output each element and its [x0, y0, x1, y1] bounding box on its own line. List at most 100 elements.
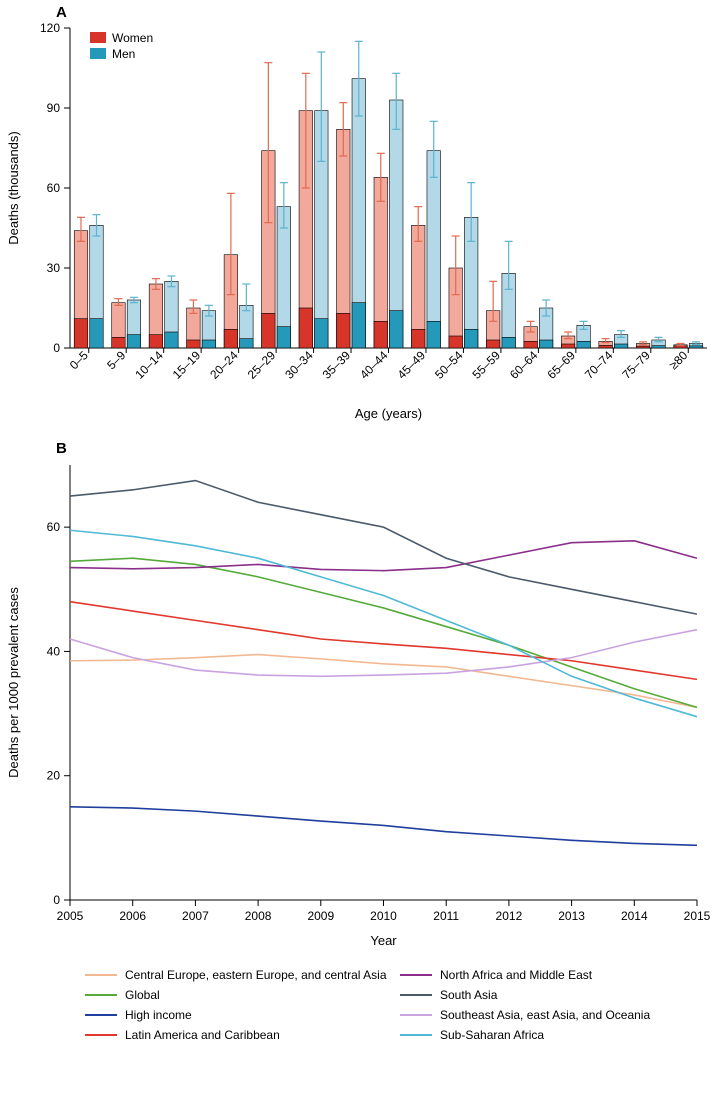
- panel-b-legend-svg: Central Europe, eastern Europe, and cent…: [0, 960, 717, 1090]
- bar-women-dark: [411, 329, 424, 348]
- panel-a-svg: 0 30 60 90 120 Deaths (thousands) 0–5 5–910–141…: [0, 18, 717, 428]
- legend-label: Men: [112, 47, 135, 61]
- bar-men-dark: [577, 341, 590, 348]
- legend-label: Global: [125, 988, 160, 1002]
- svg-text:0: 0: [53, 341, 60, 355]
- svg-text:60: 60: [47, 520, 61, 534]
- bar-men-dark: [127, 335, 140, 348]
- x-tick-label: 2008: [245, 909, 272, 923]
- bar-women-dark: [486, 340, 499, 348]
- series-line: [70, 602, 697, 680]
- series-line: [70, 807, 697, 846]
- bar-men-dark: [240, 339, 253, 348]
- svg-text:20: 20: [47, 769, 61, 783]
- svg-text:40: 40: [47, 644, 61, 658]
- bar-men-dark: [390, 311, 403, 348]
- y-axis-label: Deaths per 1000 prevalent cases: [6, 587, 21, 778]
- legend-swatch: [90, 48, 106, 59]
- x-tick-label: 2007: [182, 909, 209, 923]
- bar-women-dark: [449, 336, 462, 348]
- figure-page: A 0306090120Deaths (thousands)0–55–910–1…: [0, 0, 717, 1097]
- x-tick-label: 40–44: [357, 348, 391, 382]
- panel-b-legend-area: Central Europe, eastern Europe, and cent…: [0, 960, 717, 1090]
- svg-text:120: 120: [40, 21, 60, 35]
- x-tick-label: 60–64: [507, 348, 541, 382]
- legend-label: Southeast Asia, east Asia, and Oceania: [440, 1008, 650, 1022]
- x-tick-label: 15–19: [170, 348, 204, 382]
- bar-men-dark: [90, 319, 103, 348]
- legend-label: South Asia: [440, 988, 498, 1002]
- bar-women-dark: [187, 340, 200, 348]
- bar-women-dark: [74, 319, 87, 348]
- legend-label: Central Europe, eastern Europe, and cent…: [125, 968, 387, 982]
- series-line: [70, 481, 697, 615]
- bar-men-dark: [352, 303, 365, 348]
- bar-men-dark: [539, 340, 552, 348]
- bar-men-dark: [502, 337, 515, 348]
- x-axis-label: Age (years): [355, 406, 422, 421]
- svg-text:Deaths (thousands): Deaths (thousands): [6, 131, 21, 244]
- x-tick-label: 2005: [57, 909, 84, 923]
- x-tick-label: 5–9: [104, 348, 128, 372]
- x-tick-label: 20–24: [207, 348, 241, 382]
- bar-men-dark: [165, 332, 178, 348]
- x-tick-label: 2015: [684, 909, 711, 923]
- x-tick-label: 2012: [496, 909, 523, 923]
- bar-women-dark: [599, 345, 612, 348]
- bar-men-dark: [464, 329, 477, 348]
- panel-b-chart: 0204060Deaths per 1000 prevalent cases20…: [0, 455, 717, 955]
- series-line: [70, 558, 697, 707]
- legend-label: High income: [125, 1008, 192, 1022]
- series-line: [70, 530, 697, 716]
- bar-women-dark: [524, 341, 537, 348]
- bar-men-dark: [315, 319, 328, 348]
- legend-swatch: [90, 32, 106, 43]
- svg-text:30: 30: [47, 261, 61, 275]
- bar-women-dark: [224, 329, 237, 348]
- x-tick-label: 10–14: [132, 348, 166, 382]
- svg-text:60: 60: [47, 181, 61, 195]
- bar-men-dark: [202, 340, 215, 348]
- x-tick-label: 50–54: [432, 348, 466, 382]
- x-tick-label: 25–29: [245, 348, 279, 382]
- x-tick-label: 75–79: [619, 348, 653, 382]
- legend-label: Latin America and Caribbean: [125, 1028, 280, 1042]
- legend-label: Sub-Saharan Africa: [440, 1028, 544, 1042]
- bar-men-dark: [689, 346, 702, 348]
- bar-women-dark: [149, 335, 162, 348]
- x-tick-label: ≥80: [666, 348, 690, 372]
- x-tick-label: 55–59: [470, 348, 504, 382]
- legend-label: North Africa and Middle East: [440, 968, 593, 982]
- bar-men-dark: [427, 321, 440, 348]
- bar-women-dark: [636, 346, 649, 348]
- x-tick-label: 2014: [621, 909, 648, 923]
- series-line: [70, 541, 697, 571]
- bar-men-dark: [277, 327, 290, 348]
- bar-women-dark: [374, 321, 387, 348]
- series-line: [70, 630, 697, 677]
- x-tick-label: 45–49: [395, 348, 429, 382]
- bar-women-dark: [337, 313, 350, 348]
- x-tick-label: 2006: [119, 909, 146, 923]
- x-tick-label: 0–5: [67, 348, 91, 372]
- x-tick-label: 2011: [433, 909, 459, 923]
- series-line: [70, 655, 697, 708]
- x-tick-label: 2013: [558, 909, 585, 923]
- bar-women-dark: [112, 337, 125, 348]
- svg-text:90: 90: [47, 101, 61, 115]
- panel-a-chart: 0 30 60 90 120 Deaths (thousands) 0–5 5–910–141…: [0, 18, 717, 428]
- x-axis-label: Year: [370, 933, 397, 948]
- bar-women-dark: [262, 313, 275, 348]
- bar-women-dark: [299, 308, 312, 348]
- x-tick-label: 65–69: [544, 348, 578, 382]
- x-tick-label: 35–39: [320, 348, 354, 382]
- bar-women-dark: [561, 344, 574, 348]
- bar-men-dark: [652, 346, 665, 348]
- x-tick-label: 30–34: [282, 348, 316, 382]
- panel-b-svg: 0204060Deaths per 1000 prevalent cases20…: [0, 455, 717, 955]
- x-tick-label: 2009: [307, 909, 334, 923]
- bar-men-dark: [614, 344, 627, 348]
- legend-label: Women: [112, 31, 153, 45]
- x-tick-label: 70–74: [582, 348, 616, 382]
- x-tick-label: 2010: [370, 909, 397, 923]
